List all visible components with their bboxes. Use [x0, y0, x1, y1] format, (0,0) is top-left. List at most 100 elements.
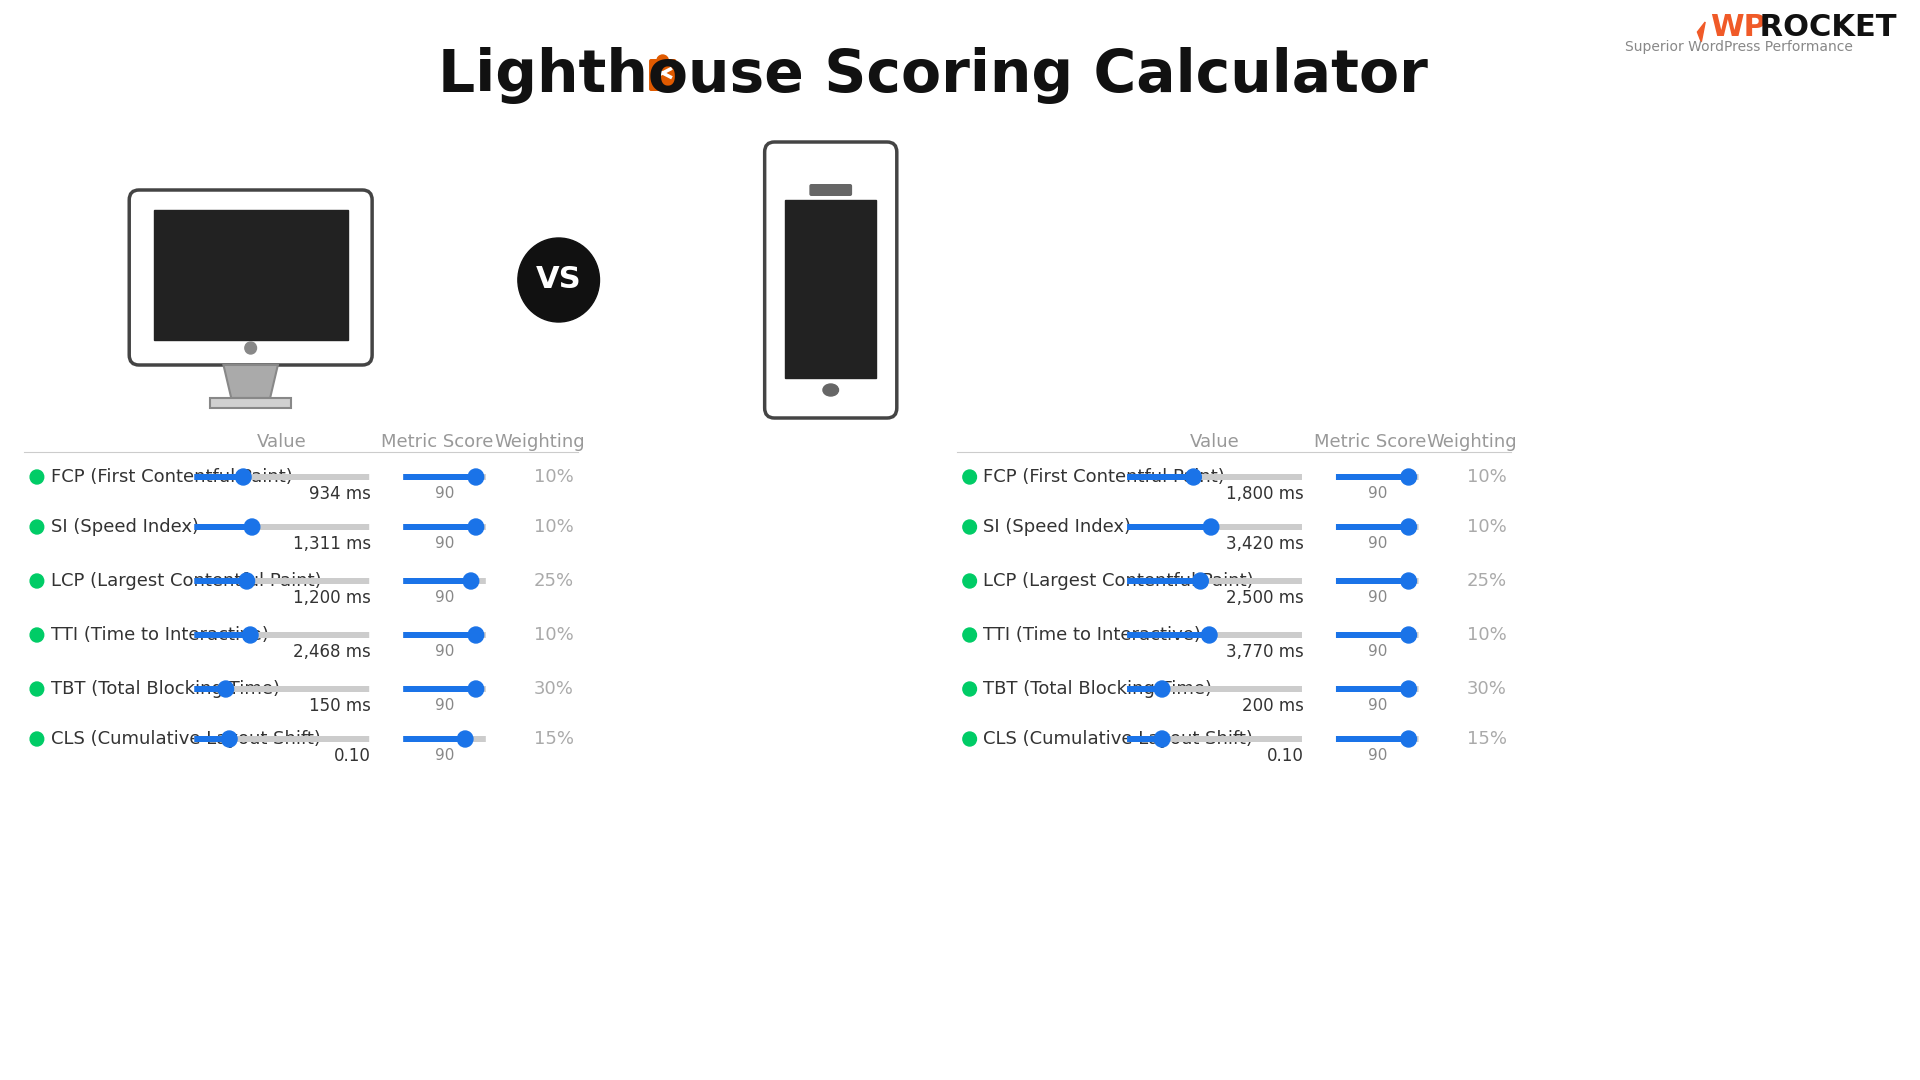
- Circle shape: [236, 469, 252, 485]
- Text: 3,420 ms: 3,420 ms: [1227, 535, 1304, 553]
- Text: CLS (Cumulative Layout Shift): CLS (Cumulative Layout Shift): [50, 730, 321, 748]
- FancyBboxPatch shape: [810, 184, 852, 195]
- FancyBboxPatch shape: [194, 686, 227, 692]
- FancyBboxPatch shape: [1127, 632, 1210, 638]
- FancyBboxPatch shape: [403, 632, 486, 638]
- FancyBboxPatch shape: [1127, 686, 1162, 692]
- Bar: [154, 210, 348, 340]
- Text: 90: 90: [434, 486, 455, 501]
- FancyBboxPatch shape: [1336, 524, 1409, 530]
- FancyBboxPatch shape: [1127, 686, 1302, 692]
- FancyBboxPatch shape: [1336, 686, 1419, 692]
- Text: 1,200 ms: 1,200 ms: [294, 589, 371, 607]
- Circle shape: [1402, 519, 1417, 535]
- FancyBboxPatch shape: [403, 632, 476, 638]
- Circle shape: [962, 573, 977, 588]
- FancyBboxPatch shape: [1127, 474, 1194, 480]
- FancyBboxPatch shape: [1336, 686, 1409, 692]
- Circle shape: [1187, 469, 1202, 485]
- FancyBboxPatch shape: [403, 686, 486, 692]
- Ellipse shape: [824, 384, 839, 396]
- Text: 90: 90: [1367, 591, 1386, 606]
- Text: 90: 90: [1367, 748, 1386, 764]
- FancyBboxPatch shape: [1127, 474, 1302, 480]
- FancyBboxPatch shape: [403, 524, 476, 530]
- Circle shape: [1402, 731, 1417, 747]
- Circle shape: [1154, 681, 1169, 697]
- FancyBboxPatch shape: [1336, 474, 1409, 480]
- FancyBboxPatch shape: [764, 141, 897, 418]
- Circle shape: [31, 732, 44, 746]
- Text: 90: 90: [434, 537, 455, 552]
- Text: Value: Value: [257, 433, 307, 451]
- FancyBboxPatch shape: [129, 190, 372, 365]
- FancyBboxPatch shape: [194, 474, 244, 480]
- FancyBboxPatch shape: [403, 735, 486, 742]
- Circle shape: [457, 731, 472, 747]
- Circle shape: [1192, 573, 1208, 589]
- FancyBboxPatch shape: [1336, 578, 1419, 584]
- Text: 10%: 10%: [534, 626, 574, 644]
- FancyBboxPatch shape: [1127, 578, 1302, 584]
- FancyBboxPatch shape: [403, 686, 476, 692]
- Circle shape: [238, 573, 255, 589]
- Circle shape: [657, 55, 668, 67]
- Polygon shape: [1697, 22, 1705, 42]
- Circle shape: [463, 573, 478, 589]
- Circle shape: [219, 681, 234, 697]
- FancyBboxPatch shape: [194, 524, 252, 530]
- Circle shape: [242, 627, 257, 643]
- Circle shape: [31, 519, 44, 534]
- Text: 0.10: 0.10: [1267, 747, 1304, 765]
- Circle shape: [1202, 627, 1217, 643]
- Circle shape: [244, 519, 259, 535]
- Text: TBT (Total Blocking Time): TBT (Total Blocking Time): [983, 680, 1212, 698]
- Text: 90: 90: [434, 591, 455, 606]
- Text: LCP (Largest Contentful Paint): LCP (Largest Contentful Paint): [983, 572, 1254, 590]
- Text: ROCKET: ROCKET: [1749, 13, 1897, 42]
- Text: 90: 90: [1367, 645, 1386, 660]
- FancyBboxPatch shape: [1127, 524, 1212, 530]
- Text: 2,500 ms: 2,500 ms: [1227, 589, 1304, 607]
- FancyBboxPatch shape: [403, 578, 486, 584]
- Text: 10%: 10%: [1467, 468, 1507, 486]
- Text: Metric Score: Metric Score: [380, 433, 493, 451]
- Text: 10%: 10%: [1467, 626, 1507, 644]
- Circle shape: [1402, 573, 1417, 589]
- Text: 30%: 30%: [1467, 680, 1507, 698]
- Text: TTI (Time to Interactive): TTI (Time to Interactive): [983, 626, 1202, 644]
- Text: 2,468 ms: 2,468 ms: [294, 643, 371, 661]
- Text: Weighting: Weighting: [1427, 433, 1517, 451]
- Text: 25%: 25%: [534, 572, 574, 590]
- FancyBboxPatch shape: [649, 59, 676, 91]
- Circle shape: [962, 681, 977, 696]
- Circle shape: [1204, 519, 1219, 535]
- Text: 10%: 10%: [534, 518, 574, 536]
- FancyBboxPatch shape: [403, 735, 465, 742]
- FancyBboxPatch shape: [1336, 735, 1409, 742]
- Text: Lighthouse Scoring Calculator: Lighthouse Scoring Calculator: [438, 46, 1428, 104]
- Text: 90: 90: [1367, 486, 1386, 501]
- FancyBboxPatch shape: [194, 735, 369, 742]
- Text: 3,770 ms: 3,770 ms: [1227, 643, 1304, 661]
- FancyBboxPatch shape: [1127, 735, 1302, 742]
- FancyBboxPatch shape: [403, 524, 486, 530]
- Text: 10%: 10%: [1467, 518, 1507, 536]
- Text: 90: 90: [1367, 699, 1386, 714]
- Text: 150 ms: 150 ms: [309, 697, 371, 715]
- Text: 30%: 30%: [534, 680, 574, 698]
- Bar: [785, 200, 876, 378]
- Text: LCP (Largest Contentful Paint): LCP (Largest Contentful Paint): [50, 572, 321, 590]
- Circle shape: [518, 238, 599, 322]
- Text: Superior WordPress Performance: Superior WordPress Performance: [1624, 40, 1853, 54]
- FancyBboxPatch shape: [1336, 578, 1409, 584]
- Circle shape: [1402, 469, 1417, 485]
- Circle shape: [468, 681, 484, 697]
- Text: 1,800 ms: 1,800 ms: [1227, 485, 1304, 503]
- Text: Weighting: Weighting: [493, 433, 584, 451]
- Text: Metric Score: Metric Score: [1313, 433, 1427, 451]
- FancyBboxPatch shape: [1336, 524, 1419, 530]
- Circle shape: [1402, 627, 1417, 643]
- FancyBboxPatch shape: [194, 474, 369, 480]
- FancyBboxPatch shape: [403, 474, 486, 480]
